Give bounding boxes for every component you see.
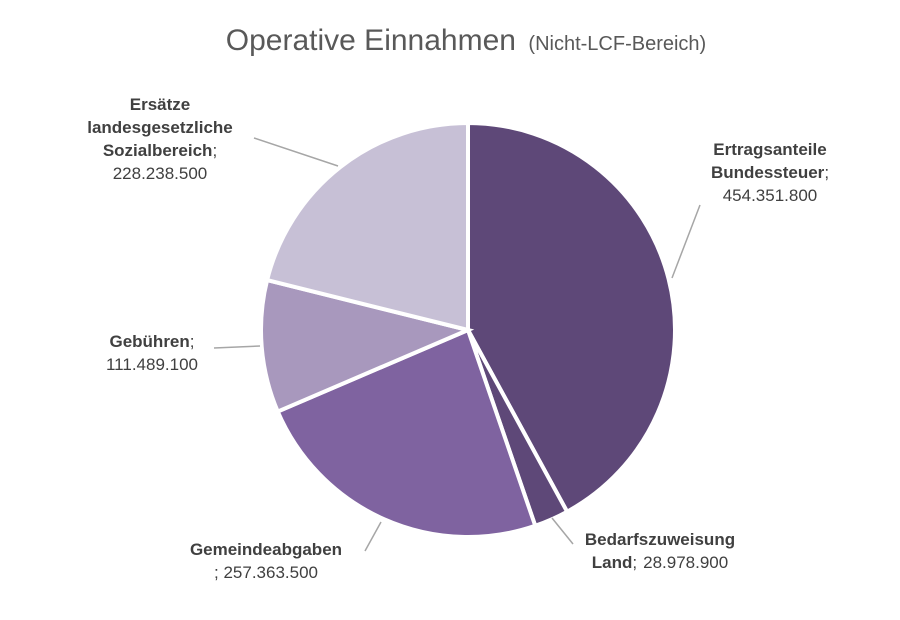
pie-slices xyxy=(259,120,677,539)
chart-title-sub: (Nicht-LCF-Bereich) xyxy=(528,33,706,55)
data-label-1: Bedarfszuweisung Land; 28.978.900 xyxy=(585,530,735,572)
data-label-name-4-2: Sozialbereich; xyxy=(103,141,217,160)
data-label-name-1-1: Land; 28.978.900 xyxy=(592,553,728,572)
chart-title: Operative Einnahmen (Nicht-LCF-Bereich) xyxy=(226,24,706,57)
data-label-value-1: 28.978.900 xyxy=(643,553,728,572)
leader-line-1 xyxy=(551,517,574,545)
pie-slice-4 xyxy=(264,120,470,333)
data-label-name-2-0: Gemeindeabgaben xyxy=(190,540,342,559)
leader-line-4 xyxy=(253,137,339,167)
data-label-name-0-0: Ertragsanteile xyxy=(713,140,826,159)
data-label-name-3-0: Gebühren; xyxy=(109,332,194,351)
data-label-name-4-0: Ersätze xyxy=(130,95,190,114)
data-label-4: Ersätze landesgesetzliche Sozialbereich; 22… xyxy=(87,95,233,183)
leader-line-0 xyxy=(671,204,701,279)
pie-slice-2 xyxy=(275,327,538,539)
data-label-value-2: 257.363.500 xyxy=(223,563,318,582)
data-label-name-0-1: Bundessteuer; xyxy=(711,163,829,182)
data-label-value-3: 111.489.100 xyxy=(106,355,198,374)
data-label-value-4: 228.238.500 xyxy=(113,164,208,183)
data-labels: Ertragsanteile Bundessteuer; 454.351.800 Be… xyxy=(87,95,829,582)
leader-lines xyxy=(213,137,701,552)
data-label-name-1-0: Bedarfszuweisung xyxy=(585,530,735,549)
leader-line-3 xyxy=(213,345,261,349)
chart-title-main: Operative Einnahmen xyxy=(226,24,516,57)
data-label-value-0: 454.351.800 xyxy=(723,186,818,205)
data-label-3: Gebühren; 111.489.100 xyxy=(106,332,198,374)
data-label-name-4-1: landesgesetzliche xyxy=(87,118,233,137)
data-label-2: Gemeindeabgaben; 257.363.500 xyxy=(190,540,342,582)
data-label-0: Ertragsanteile Bundessteuer; 454.351.800 xyxy=(711,140,829,205)
leader-line-2 xyxy=(364,521,382,552)
pie-slice-3 xyxy=(259,277,475,415)
pie-slice-0 xyxy=(466,120,677,515)
